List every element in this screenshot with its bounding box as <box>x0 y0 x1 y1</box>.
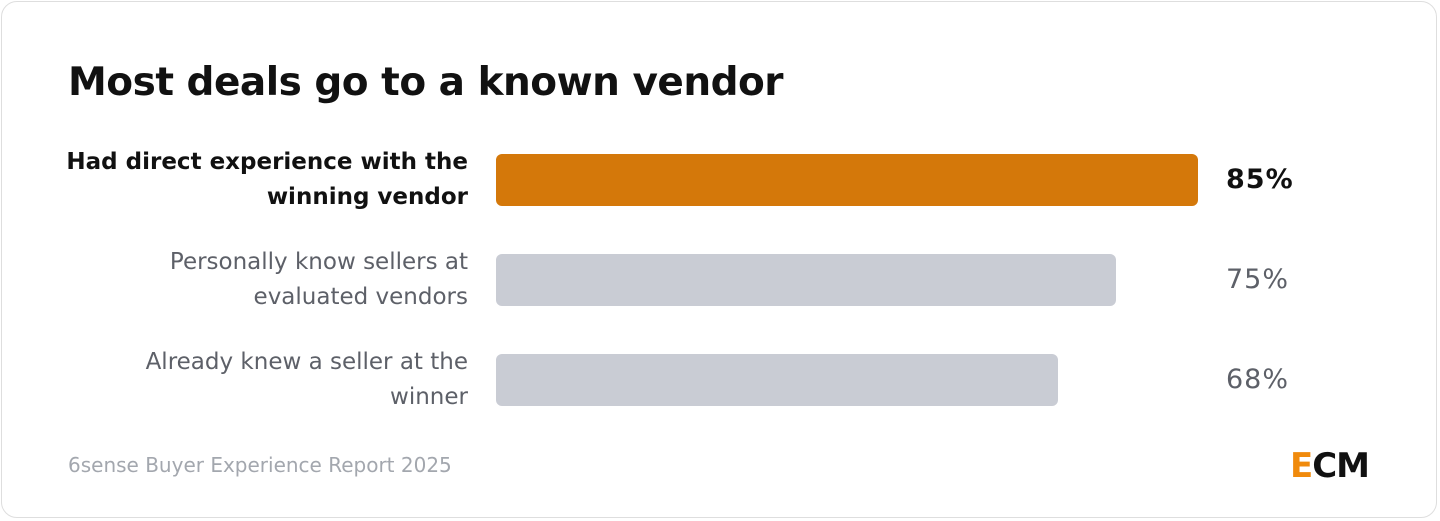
logo-accent: E <box>1290 446 1313 486</box>
category-label: Had direct experience with the winning v… <box>66 149 468 210</box>
source: 6sense Buyer Experience Report 2025 <box>68 453 452 477</box>
category-label: Personally know sellers at evaluated ven… <box>169 249 468 310</box>
chart-title: Most deals go to a known vendor <box>68 60 784 105</box>
value-label: 68% <box>1226 364 1290 395</box>
value-label: 75% <box>1226 264 1290 295</box>
value-label: 85% <box>1226 164 1294 195</box>
bar <box>496 154 1199 206</box>
logo-text: CM <box>1312 446 1370 486</box>
bar <box>496 254 1116 306</box>
category-label: Already knew a seller at the winner <box>145 349 468 410</box>
logo: ECM <box>1290 446 1370 486</box>
bar <box>496 354 1058 406</box>
